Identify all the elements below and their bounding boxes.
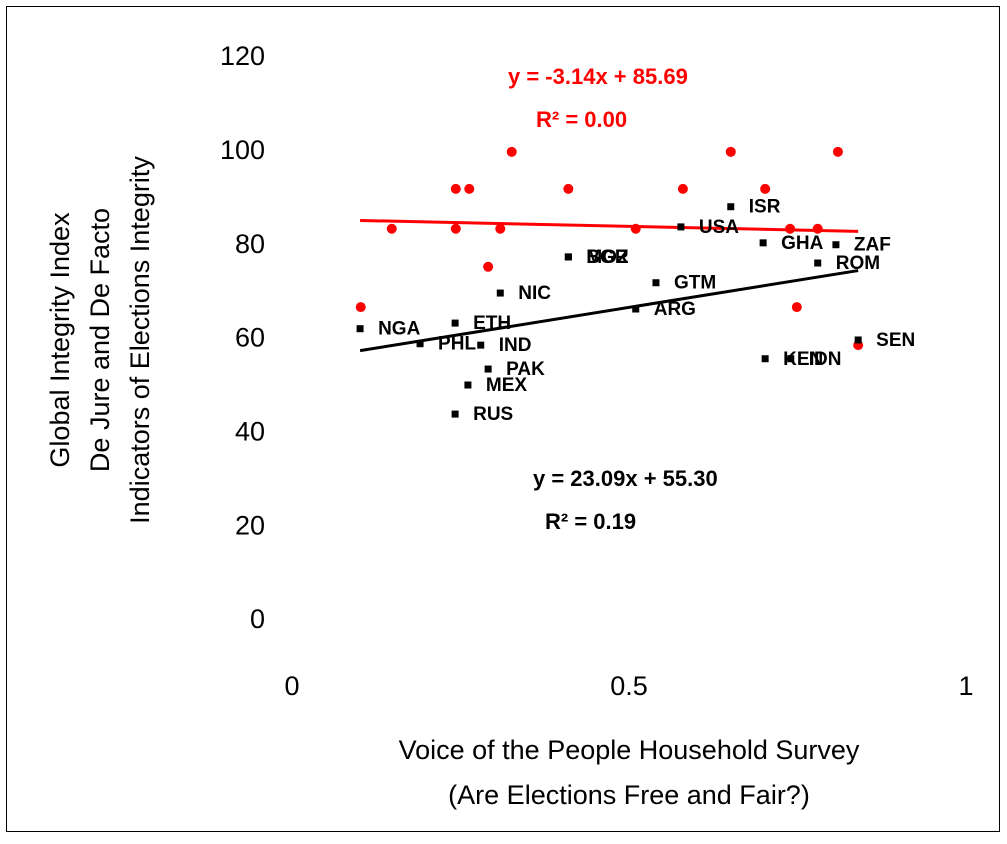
point-label: KEN [783,349,823,370]
chart-border [6,6,1000,832]
point [386,223,397,234]
point [832,146,843,157]
point [451,410,459,418]
point-label: BGR [586,247,629,268]
point-label: NGA [378,319,421,340]
y-tick-label: 80 [235,229,265,259]
y-tick-label: 60 [235,323,265,353]
point-label: PHL [438,334,476,355]
point-label: ARG [654,299,696,320]
point [854,336,862,344]
point [677,183,688,194]
point [450,223,461,234]
point-label: MOZ [586,247,629,268]
point [652,279,660,287]
point [355,302,366,313]
trendline [359,269,859,353]
y-tick-label: 120 [220,41,265,71]
point [416,340,424,348]
trendline-equation: y = -3.14x + 85.69 [508,64,688,89]
point [477,341,485,349]
point-label: IND [499,335,532,356]
point [496,289,504,297]
point [450,183,461,194]
point [812,223,823,234]
point [495,223,506,234]
point [725,146,736,157]
point-label: MEX [486,375,528,396]
trendline [360,218,859,233]
trendline-r2: R² = 0.19 [545,509,636,534]
point-label: IDN [809,349,842,370]
x-axis-label: (Are Elections Free and Fair?) [448,780,810,810]
y-axis-label: Global Integrity Index [45,212,75,468]
point-label: ETH [473,313,511,334]
point [464,381,472,389]
point [484,365,492,373]
y-tick-label: 20 [235,510,265,540]
point [563,183,574,194]
trendline-equation: y = 23.09x + 55.30 [533,466,718,491]
point [356,325,364,333]
point [506,146,517,157]
point-label: GHA [781,233,824,254]
y-tick-label: 40 [235,416,265,446]
point [760,183,771,194]
point [483,261,494,272]
point [761,355,769,363]
point [564,253,572,261]
point-label: SEN [876,330,915,351]
point-label: PAK [506,359,545,380]
x-tick-label: 1 [958,671,973,701]
point-label: ISR [749,197,781,218]
y-tick-label: 0 [250,604,265,634]
x-axis-label: Voice of the People Household Survey [399,735,860,765]
point-label: USA [699,217,739,238]
point [814,259,822,267]
trendline-r2: R² = 0.00 [536,107,627,132]
point [759,239,767,247]
point [787,355,795,363]
y-axis-label: Indicators of Elections Integrity [125,156,155,524]
point [677,223,685,231]
y-axis-label: De Jure and De Facto [85,208,115,472]
point-label: GTM [674,273,716,294]
point-label: ROM [836,253,880,274]
point [785,223,796,234]
point [832,241,840,249]
point [630,223,641,234]
point [791,302,802,313]
point [727,203,735,211]
x-tick-label: 0.5 [610,671,648,701]
y-tick-label: 100 [220,135,265,165]
point [464,183,475,194]
point [632,305,640,313]
point-label: ZAF [854,235,891,256]
point-label: NIC [518,283,551,304]
point [451,319,459,327]
x-tick-label: 0 [284,671,299,701]
point-label: RUS [473,404,513,425]
